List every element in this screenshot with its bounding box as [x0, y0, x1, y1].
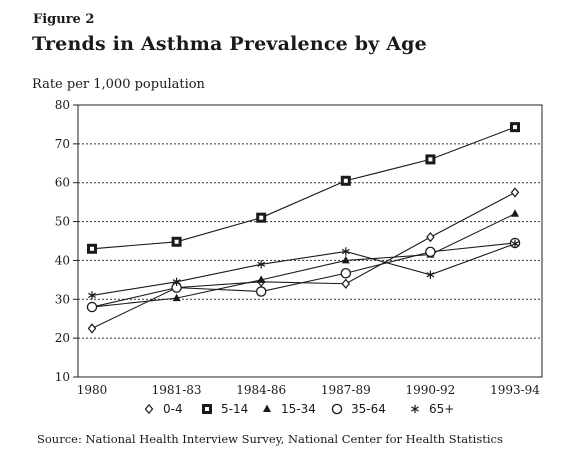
data-point-0-4 [510, 187, 520, 198]
y-tick-label: 50 [55, 215, 70, 229]
legend-item: 0-4 [143, 402, 183, 416]
data-point-35-64 [255, 286, 267, 297]
data-point-5-14 [256, 212, 267, 223]
data-point-5-14 [87, 243, 97, 254]
data-point-65+ [426, 270, 435, 280]
data-point-5-14 [425, 154, 436, 165]
legend-marker [202, 404, 212, 414]
series-line-35-64 [91, 242, 516, 308]
x-tick-label: 1980 [77, 383, 108, 397]
data-point-65+ [257, 260, 266, 269]
data-point-15-34 [341, 255, 350, 264]
legend-marker [263, 404, 271, 412]
legend-label: 5-14 [221, 402, 249, 416]
series-line-65+ [91, 243, 516, 296]
plot-frame [77, 104, 543, 378]
data-point-5-14 [340, 175, 351, 186]
data-point-0-4 [87, 323, 97, 334]
legend-label: 65+ [429, 402, 455, 416]
data-point-65+ [172, 277, 181, 286]
legend-marker [331, 403, 343, 415]
figure-label: Figure 2 [33, 12, 95, 27]
data-point-15-34 [172, 293, 181, 302]
data-point-0-4 [426, 231, 435, 243]
y-axis-label: Rate per 1,000 population [32, 77, 205, 92]
x-tick-label: 1981-83 [152, 383, 202, 397]
source-note: Source: National Health Interview Survey… [37, 432, 503, 446]
y-tick-label: 70 [55, 137, 70, 151]
legend-item: 35-64 [331, 402, 386, 416]
x-tick-label: 1984-86 [236, 383, 286, 397]
y-tick-label: 80 [55, 98, 70, 112]
y-tick-label: 40 [55, 253, 70, 267]
data-point-65+ [88, 291, 96, 300]
legend: 0-4 5-14 15-34 35-64 65+ [0, 402, 582, 422]
x-tick-label: 1987-89 [321, 383, 371, 397]
data-point-15-34 [257, 275, 266, 283]
data-point-15-34 [511, 209, 519, 217]
data-point-5-14 [171, 236, 182, 247]
legend-marker-35-64 [331, 403, 343, 415]
data-point-35-64 [340, 268, 352, 279]
legend-marker-15-34 [263, 404, 271, 412]
legend-item: 65+ [409, 402, 454, 416]
legend-item: 15-34 [261, 402, 316, 416]
y-tick-label: 10 [55, 370, 70, 384]
data-point-65+ [341, 247, 350, 256]
chart-plot: 10 20 30 40 50 60 70 80 1980 1981-83 1984-86 1987-8… [55, 98, 543, 397]
data-point-0-4 [341, 278, 351, 289]
y-tick-label: 20 [55, 331, 70, 345]
legend-marker-65+ [411, 404, 419, 414]
x-tick-label: 1990-92 [405, 383, 455, 397]
x-tick-label: 1993-94 [490, 383, 540, 397]
legend-label: 15-34 [281, 402, 316, 416]
legend-marker-0-4 [144, 403, 154, 415]
y-tick-label: 60 [55, 176, 70, 190]
legend-label: 35-64 [351, 402, 386, 416]
legend-item: 5-14 [201, 402, 248, 416]
data-point-35-64 [86, 301, 98, 313]
y-tick-label: 30 [55, 292, 70, 306]
chart-title: Trends in Asthma Prevalence by Age [32, 33, 427, 55]
data-point-65+ [511, 239, 519, 248]
series-line-5-14 [91, 126, 516, 250]
legend-marker-5-14 [202, 404, 212, 414]
legend-marker [144, 403, 154, 415]
legend-marker [411, 404, 419, 414]
series-line-15-34 [91, 213, 516, 308]
data-point-35-64 [425, 246, 436, 258]
data-point-5-14 [510, 122, 520, 133]
legend-label: 0-4 [163, 402, 183, 416]
